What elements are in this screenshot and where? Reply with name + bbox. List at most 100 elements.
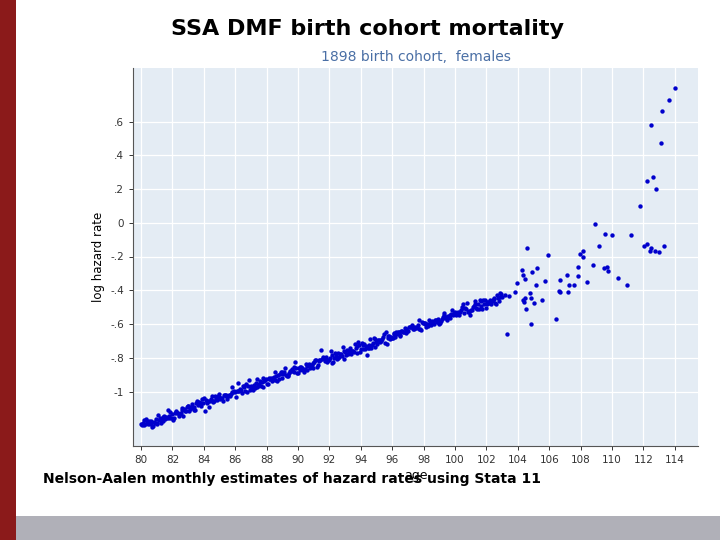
Point (368, 334, 379, 343)
Y-axis label: log hazard rate: log hazard rate (92, 211, 105, 302)
Point (426, 316, 438, 325)
Point (439, 314, 451, 322)
Point (449, 308, 461, 316)
Point (193, 397, 204, 406)
Point (263, 374, 274, 383)
Point (572, 262, 584, 271)
Point (354, 348, 366, 356)
Point (253, 382, 264, 390)
Point (300, 360, 312, 369)
Point (153, 415, 165, 424)
Point (158, 416, 169, 425)
Point (310, 356, 322, 364)
Point (650, 185, 662, 193)
Point (465, 306, 477, 314)
Point (269, 376, 280, 384)
Point (163, 414, 175, 423)
Point (146, 423, 158, 431)
Point (441, 313, 452, 321)
Point (415, 325, 427, 334)
Point (230, 393, 242, 402)
Point (489, 293, 500, 302)
Point (189, 406, 200, 414)
Point (290, 364, 302, 373)
Point (205, 395, 217, 404)
Point (204, 397, 216, 406)
Point (253, 380, 265, 389)
Point (286, 365, 297, 374)
Point (167, 416, 179, 424)
Point (272, 370, 284, 379)
Point (342, 350, 354, 359)
Point (161, 413, 172, 422)
Point (323, 356, 335, 364)
Point (297, 364, 308, 373)
Point (179, 407, 191, 415)
Point (150, 418, 162, 427)
Point (249, 384, 261, 393)
Point (380, 328, 392, 336)
Point (655, 139, 667, 148)
Point (346, 350, 357, 359)
Point (572, 272, 584, 281)
Point (279, 364, 291, 373)
Point (174, 412, 185, 421)
Point (487, 294, 499, 303)
Point (256, 377, 267, 386)
Point (284, 369, 295, 377)
Point (337, 343, 348, 352)
Point (245, 384, 256, 393)
Point (394, 332, 405, 340)
Point (599, 230, 611, 239)
Point (267, 374, 279, 382)
Point (298, 368, 310, 376)
Point (219, 390, 230, 399)
Point (271, 376, 283, 385)
Point (202, 397, 214, 406)
Point (301, 362, 312, 370)
Point (262, 380, 274, 389)
Point (519, 294, 531, 302)
Point (293, 363, 305, 372)
Point (336, 352, 348, 360)
Point (325, 359, 337, 368)
Point (374, 338, 385, 347)
Point (577, 253, 589, 262)
Point (424, 319, 436, 328)
Point (175, 408, 186, 417)
Point (649, 246, 661, 255)
Point (354, 340, 365, 349)
Point (461, 299, 472, 307)
Point (332, 353, 343, 362)
Point (171, 408, 183, 417)
Point (463, 307, 474, 316)
Point (472, 300, 484, 308)
Point (418, 319, 430, 327)
Point (359, 345, 371, 353)
Point (196, 399, 207, 407)
Point (483, 299, 495, 307)
Point (372, 340, 383, 349)
Point (487, 296, 498, 305)
Point (334, 350, 346, 359)
Point (464, 310, 476, 319)
Point (473, 305, 485, 314)
Point (375, 336, 387, 345)
Point (192, 401, 204, 410)
Point (451, 309, 463, 318)
Point (413, 325, 424, 334)
Point (389, 330, 400, 339)
Point (258, 377, 270, 386)
Point (172, 409, 184, 417)
Point (192, 397, 203, 406)
Point (302, 361, 314, 370)
Point (433, 315, 444, 323)
Point (242, 381, 253, 390)
Point (373, 336, 384, 345)
Point (518, 271, 529, 280)
Point (191, 399, 202, 408)
Point (469, 300, 481, 308)
Point (231, 387, 243, 396)
Point (554, 286, 565, 295)
Point (382, 334, 393, 342)
